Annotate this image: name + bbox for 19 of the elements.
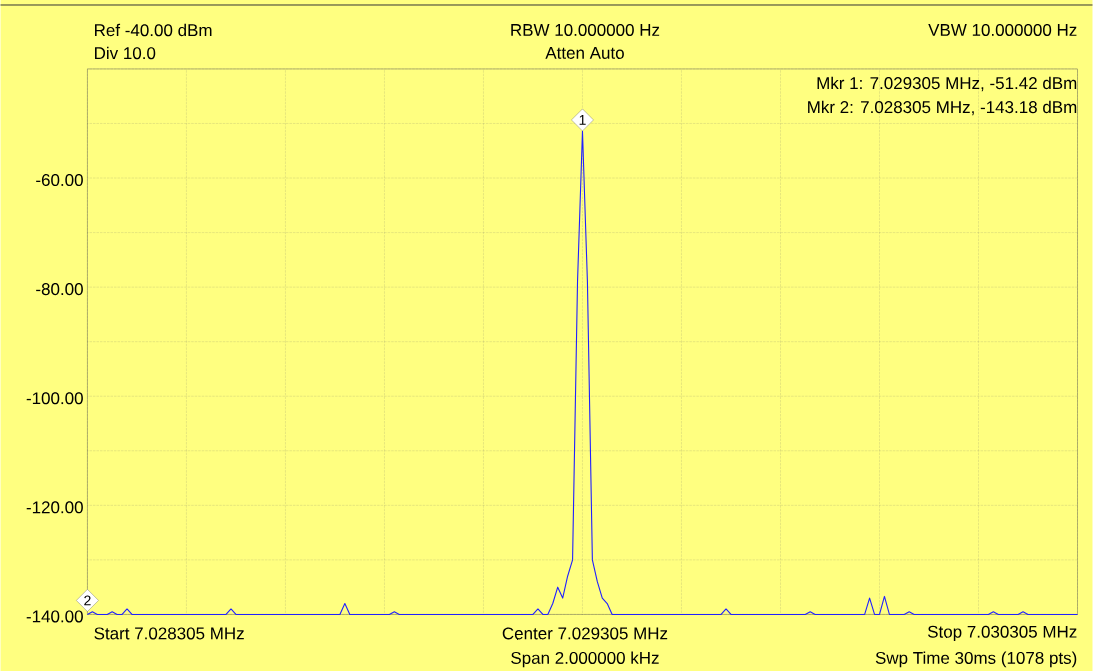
y-tick-label: -80.00	[36, 282, 83, 295]
text: Center 7.029305 MHz	[502, 627, 668, 640]
text: Swp Time 30ms (1078 pts)	[875, 651, 1077, 668]
annotation: Mkr 1: 7.029305 MHz, -51.42 dBm	[817, 76, 1077, 91]
text: Atten Auto	[545, 46, 624, 59]
text: Start 7.028305 MHz	[94, 627, 244, 640]
annotation: 1	[579, 114, 586, 125]
y-tick-label: -100.00	[26, 392, 83, 405]
y-tick-label: -140.00	[26, 610, 83, 623]
text: RBW 10.000000 Hz	[511, 23, 660, 36]
y-tick-label: -120.00	[26, 501, 83, 514]
text: VBW 10.000000 Hz	[928, 23, 1077, 36]
annotation: Mkr 2: 7.028305 MHz, -143.18 dBm	[808, 100, 1077, 115]
y-tick-label: -60.00	[36, 173, 83, 186]
text: Ref -40.00 dBm	[95, 23, 212, 37]
text: Stop 7.030305 MHz	[927, 625, 1077, 641]
text: Div 10.0	[95, 46, 156, 59]
text: Span 2.000000 kHz	[511, 651, 659, 668]
annotation: 2	[84, 595, 91, 606]
